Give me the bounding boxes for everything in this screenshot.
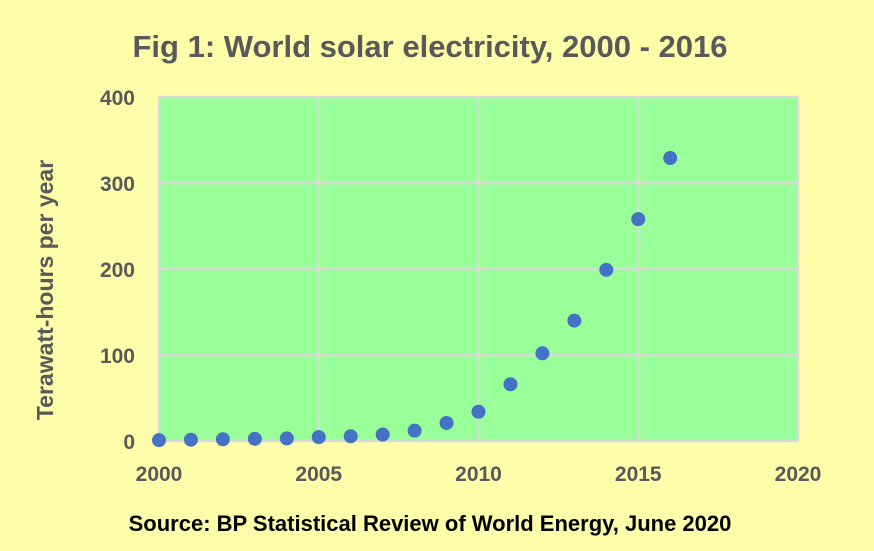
x-tick-label: 2005 bbox=[295, 463, 342, 486]
y-tick-label: 100 bbox=[100, 345, 135, 368]
data-point bbox=[663, 151, 678, 166]
data-point bbox=[631, 212, 646, 227]
data-point bbox=[471, 404, 486, 419]
y-tick-label: 0 bbox=[123, 431, 135, 454]
data-point bbox=[375, 427, 390, 442]
data-point bbox=[247, 431, 262, 446]
data-point bbox=[343, 429, 358, 444]
y-tick-label: 200 bbox=[100, 259, 135, 282]
data-point bbox=[439, 415, 454, 430]
data-point bbox=[183, 432, 198, 447]
x-tick-label: 2000 bbox=[136, 463, 183, 486]
source-note: Source: BP Statistical Review of World E… bbox=[129, 511, 732, 536]
data-point bbox=[407, 423, 422, 438]
data-point bbox=[535, 346, 550, 361]
y-tick-label: 300 bbox=[100, 173, 135, 196]
x-tick-label: 2015 bbox=[615, 463, 662, 486]
x-axis-ticks: 2000 2005 2010 2015 2020 bbox=[136, 463, 822, 486]
data-point bbox=[567, 313, 582, 328]
data-point bbox=[152, 433, 166, 448]
data-point bbox=[279, 431, 294, 446]
data-points bbox=[152, 151, 678, 448]
chart-title: Fig 1: World solar electricity, 2000 - 2… bbox=[133, 29, 728, 64]
y-axis-ticks: 0 100 200 300 400 bbox=[100, 87, 135, 454]
x-tick-label: 2020 bbox=[775, 463, 822, 486]
data-point bbox=[311, 430, 326, 445]
data-point bbox=[503, 377, 518, 392]
data-point bbox=[215, 432, 230, 447]
gridlines bbox=[157, 95, 800, 443]
data-point bbox=[599, 262, 614, 277]
y-tick-label: 400 bbox=[100, 87, 135, 110]
y-axis-label: Terawatt-hours per year bbox=[32, 160, 58, 420]
x-tick-label: 2010 bbox=[455, 463, 502, 486]
